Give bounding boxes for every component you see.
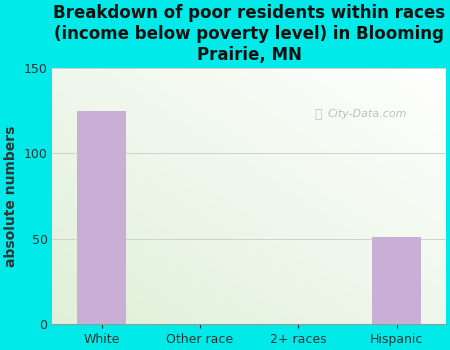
Bar [77, 111, 126, 324]
Text: City-Data.com: City-Data.com [328, 109, 407, 119]
Y-axis label: absolute numbers: absolute numbers [4, 125, 18, 267]
Text: ⓘ: ⓘ [314, 108, 322, 121]
Title: Breakdown of poor residents within races
(income below poverty level) in Bloomin: Breakdown of poor residents within races… [53, 4, 445, 64]
Bar [372, 237, 421, 324]
